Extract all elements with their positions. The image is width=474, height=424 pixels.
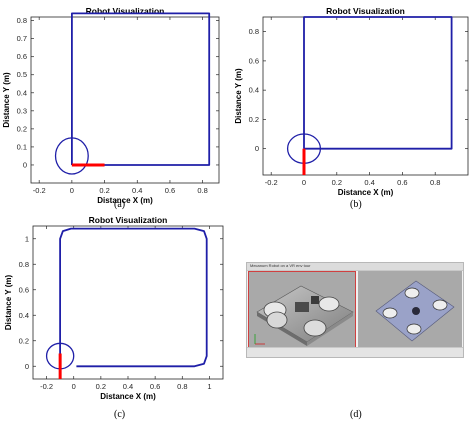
y-tick-label: 0.8 [17,16,27,25]
y-tick-label: 0 [25,362,29,371]
y-tick-label: 0.3 [17,106,27,115]
y-tick-label: 0.5 [17,70,27,79]
vr-screenshot: Mecanum Robot on a VR env tour [246,262,464,358]
x-tick-label: 0.8 [430,178,440,187]
chart-title: Robot Visualization [326,6,405,16]
y-axis-label: Distance Y (m) [2,72,11,128]
y-tick-label: 0 [23,160,27,169]
vr-window-titlebar: Mecanum Robot on a VR env tour [247,263,463,271]
x-axis-label: Distance X (m) [97,196,153,205]
y-tick-label: 0.2 [17,124,27,133]
y-tick-label: 0.1 [17,142,27,151]
x-axis-label: Distance X (m) [100,392,156,401]
x-tick-label: 0.2 [332,178,342,187]
y-axis-label: Distance Y (m) [4,275,13,331]
axes-box [32,225,224,380]
y-tick-label: 0.6 [249,56,259,65]
axes-box [30,16,220,184]
x-tick-label: 0.8 [177,382,187,391]
y-tick-label: 0.4 [19,311,29,320]
x-axis-label: Distance X (m) [338,188,394,197]
trajectory-line [71,12,211,166]
trajectory-line [303,16,453,150]
y-tick-label: 0.7 [17,34,27,43]
y-axis-label: Distance Y (m) [234,68,243,124]
x-tick-label: -0.2 [265,178,278,187]
x-tick-label: 0.4 [364,178,374,187]
x-tick-label: 0.8 [197,186,207,195]
x-tick-label: 1 [207,382,211,391]
vr-window-title: Mecanum Robot on a VR env tour [250,263,311,268]
chart-title: Robot Visualization [89,215,168,225]
vr-view-top [358,271,462,349]
y-tick-label: 0 [255,144,259,153]
x-tick-label: 0 [70,186,74,195]
y-tick-label: 0.6 [17,52,27,61]
vr-view-perspective [248,271,356,349]
x-tick-label: 0.4 [123,382,133,391]
y-tick-label: 0.2 [19,336,29,345]
x-tick-label: 0.6 [150,382,160,391]
y-tick-label: 0.6 [19,285,29,294]
x-tick-label: -0.2 [40,382,53,391]
vr-statusbar [247,347,463,357]
trajectory-line [59,227,208,368]
x-tick-label: 0.6 [397,178,407,187]
x-tick-label: 0.6 [165,186,175,195]
chart-title: Robot Visualization [86,6,165,16]
panel-a: -0.2 0 0.2 0.4 0.6 0.8 0 0.1 0.2 0.3 0.4 0.5 0.6 0.7 0… [2,6,220,205]
y-tick-label: 0.8 [249,27,259,36]
x-tick-label: 0.4 [132,186,142,195]
robot-model-top [375,280,455,342]
panel-label-b: (b) [350,199,362,210]
x-tick-label: 0.2 [99,186,109,195]
panel-c: -0.2 0 0.2 0.4 0.6 0.8 1 0 0.2 0.4 0.6 0.8 1 Robot Vi… [4,215,224,401]
x-tick-label: 0 [72,382,76,391]
panel-label-c: (c) [114,409,126,420]
robot-outline [54,137,89,175]
y-tick-label: 0.4 [17,88,27,97]
y-tick-label: 0.4 [249,86,259,95]
axes-box [262,16,469,176]
x-tick-label: 0 [302,178,306,187]
panel-label-a: (a) [114,199,126,210]
y-tick-label: 1 [25,234,29,243]
robot-model-perspective [254,285,354,346]
x-tick-label: 0.2 [96,382,106,391]
x-tick-label: -0.2 [33,186,46,195]
y-tick-label: 0.8 [19,260,29,269]
panel-label-d: (d) [350,409,362,420]
y-tick-label: 0.2 [249,115,259,124]
panel-b: -0.2 0 0.2 0.4 0.6 0.8 0 0.2 0.4 0.6 0.8 Robot Visu… [234,6,469,197]
